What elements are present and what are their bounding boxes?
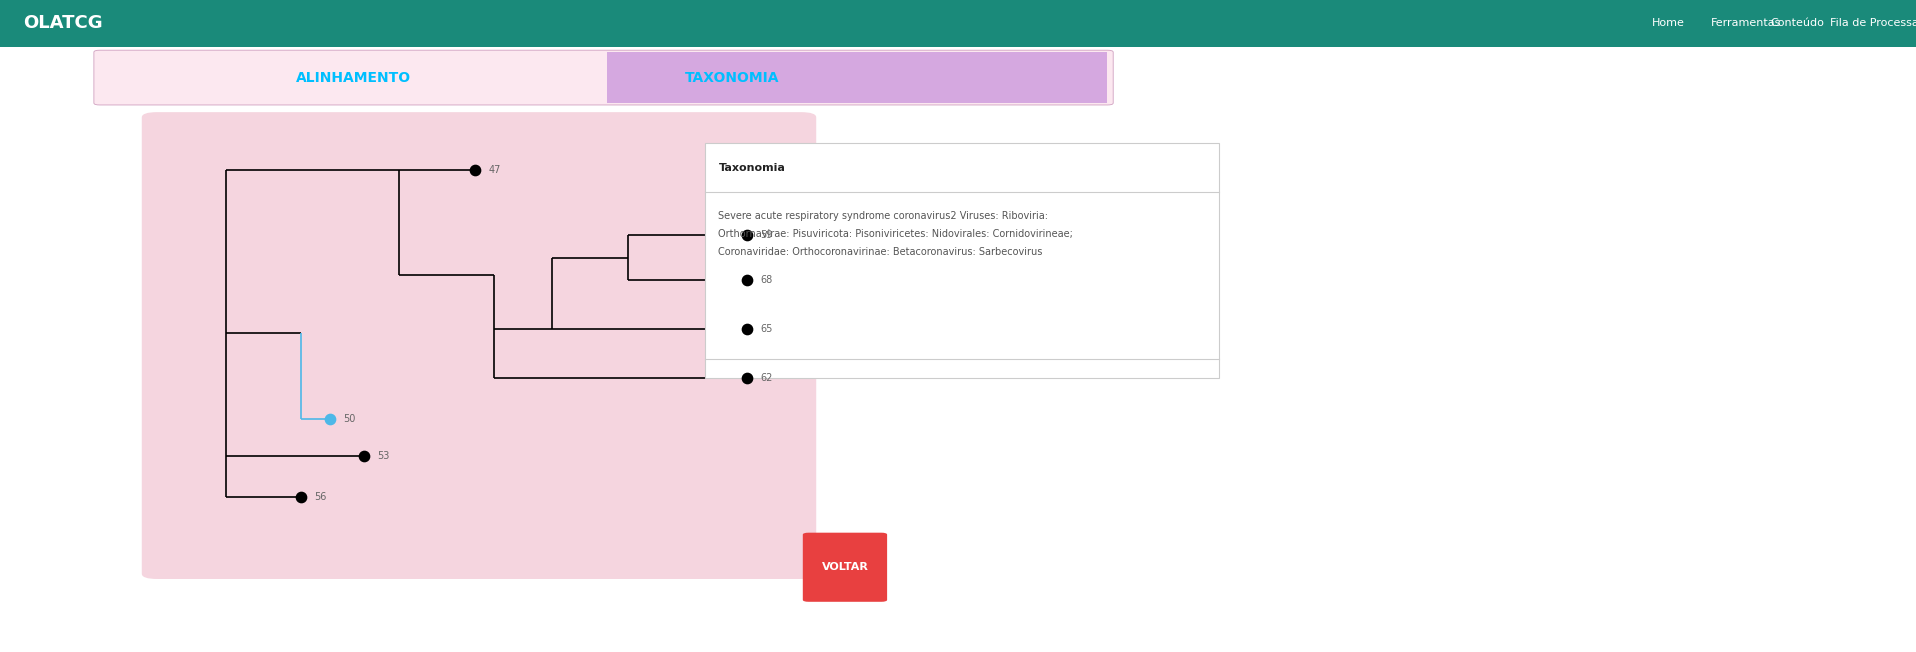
FancyBboxPatch shape [94, 50, 1113, 105]
Text: 59: 59 [761, 230, 772, 240]
Text: ALINHAMENTO: ALINHAMENTO [295, 70, 412, 85]
Text: 68: 68 [761, 275, 772, 286]
Text: VOLTAR: VOLTAR [822, 562, 868, 572]
Text: 56: 56 [314, 492, 326, 502]
Point [285, 492, 316, 502]
Point [314, 413, 345, 424]
FancyBboxPatch shape [803, 533, 887, 602]
Text: Taxonomia: Taxonomia [718, 163, 786, 173]
Point [732, 324, 763, 334]
Text: TAXONOMIA: TAXONOMIA [686, 70, 780, 85]
Text: Coronaviridae: Orthocoronavirinae: Betacoronavirus: Sarbecovirus: Coronaviridae: Orthocoronavirinae: Betac… [718, 247, 1042, 257]
Text: Conteúdo: Conteúdo [1770, 18, 1824, 29]
Text: 47: 47 [489, 164, 500, 175]
Text: Orthornavirae: Pisuviricota: Pisoniviricetes: Nidovirales: Cornidovirineae;: Orthornavirae: Pisuviricota: Pisoniviric… [718, 229, 1073, 239]
Text: 53: 53 [377, 451, 389, 462]
Point [460, 164, 490, 175]
Point [732, 230, 763, 240]
FancyBboxPatch shape [705, 143, 1219, 378]
Text: Ferramentas: Ferramentas [1711, 18, 1782, 29]
Point [349, 451, 379, 462]
Text: OLATCG: OLATCG [23, 14, 103, 33]
FancyBboxPatch shape [0, 0, 1916, 47]
Text: Fila de Processamento: Fila de Processamento [1830, 18, 1916, 29]
Text: 50: 50 [343, 413, 354, 424]
Point [732, 373, 763, 383]
Text: Severe acute respiratory syndrome coronavirus2 Viruses: Riboviria:: Severe acute respiratory syndrome corona… [718, 211, 1048, 220]
Text: Home: Home [1652, 18, 1684, 29]
Text: 65: 65 [761, 324, 772, 334]
FancyBboxPatch shape [607, 52, 1107, 103]
FancyBboxPatch shape [142, 112, 816, 579]
Point [732, 275, 763, 286]
Text: 62: 62 [761, 373, 772, 383]
